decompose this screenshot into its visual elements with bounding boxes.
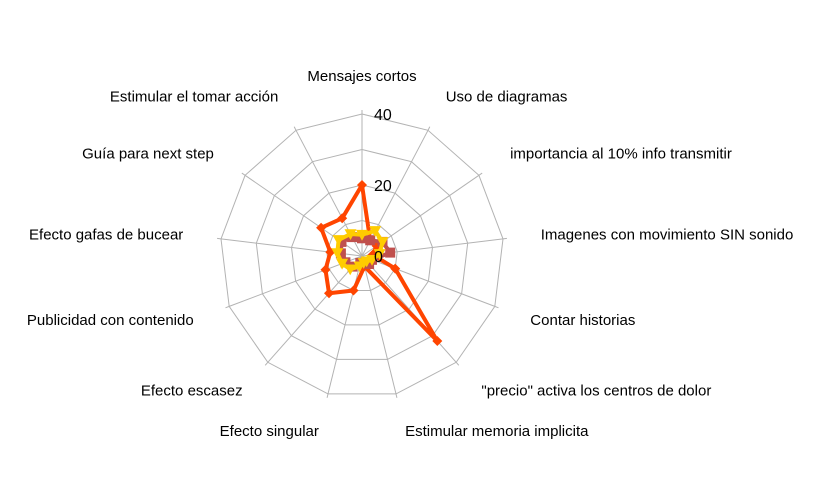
grid bbox=[217, 110, 507, 398]
data-point bbox=[364, 259, 375, 269]
data-point bbox=[376, 237, 389, 248]
data-point bbox=[369, 226, 382, 237]
category-label: Efecto escasez bbox=[141, 383, 243, 400]
grid-tick bbox=[217, 237, 222, 240]
category-label: Estimular el tomar acción bbox=[110, 89, 278, 106]
category-label: Efecto gafas de bucear bbox=[29, 226, 183, 243]
data-point bbox=[336, 258, 349, 270]
series-layer bbox=[316, 180, 443, 346]
tick-label: 20 bbox=[374, 178, 392, 195]
grid-spoke bbox=[327, 255, 363, 395]
data-point bbox=[367, 249, 378, 260]
grid-ring bbox=[255, 148, 469, 360]
category-label: importancia al 10% info transmitir bbox=[510, 146, 732, 163]
data-point bbox=[337, 213, 348, 224]
tick-label: 40 bbox=[374, 107, 392, 124]
grid-tick bbox=[326, 393, 329, 398]
data-point bbox=[353, 261, 366, 273]
data-point bbox=[373, 249, 386, 260]
grid-spoke bbox=[361, 255, 397, 395]
grid-tick bbox=[427, 126, 431, 131]
data-point bbox=[344, 229, 357, 240]
tick-label: 0 bbox=[374, 249, 383, 266]
grid-tick bbox=[494, 305, 499, 309]
grid-tick bbox=[502, 237, 507, 240]
data-point bbox=[324, 288, 334, 299]
tick-labels: 0 20 40 bbox=[374, 107, 392, 266]
data-point bbox=[385, 247, 396, 258]
data-point bbox=[390, 263, 401, 274]
grid-spoke bbox=[361, 255, 457, 363]
grid-ring bbox=[290, 184, 434, 326]
grid-tick bbox=[455, 361, 460, 366]
category-labels: Mensajes cortos Uso de diagramas importanc… bbox=[27, 68, 793, 440]
category-label: "precio" activa los centros de dolor bbox=[481, 383, 711, 400]
category-label: Estimular memoria implicita bbox=[405, 423, 589, 440]
series-1 bbox=[316, 180, 443, 346]
grid-spoke bbox=[267, 255, 363, 363]
data-point bbox=[357, 180, 367, 190]
grid-spoke bbox=[361, 255, 495, 307]
grid-tick bbox=[225, 305, 230, 309]
data-point bbox=[432, 336, 443, 346]
category-label: Uso de diagramas bbox=[446, 89, 568, 106]
data-point bbox=[335, 248, 346, 259]
data-point bbox=[336, 236, 347, 247]
category-label: Publicidad con contenido bbox=[27, 312, 194, 329]
grid-tick bbox=[264, 361, 269, 366]
category-label: Efecto singular bbox=[220, 423, 319, 440]
data-point bbox=[320, 264, 331, 275]
grid-tick bbox=[395, 393, 398, 398]
category-label: Mensajes cortos bbox=[307, 68, 416, 85]
grid-spoke bbox=[361, 130, 429, 257]
data-point bbox=[332, 235, 345, 246]
grid-tick bbox=[478, 172, 483, 176]
data-point bbox=[356, 229, 368, 241]
data-point bbox=[348, 285, 359, 296]
category-label: Guía para next step bbox=[82, 146, 214, 163]
data-point bbox=[344, 264, 357, 276]
series-3 bbox=[331, 226, 389, 276]
category-label: Imagenes con movimiento SIN sonido bbox=[541, 226, 794, 243]
grid-ring bbox=[326, 219, 398, 291]
data-point bbox=[365, 235, 376, 246]
data-point bbox=[316, 222, 327, 233]
grid-tick bbox=[241, 172, 246, 176]
grid-ring bbox=[220, 113, 504, 395]
grid-tick bbox=[293, 126, 297, 131]
data-point bbox=[331, 248, 344, 259]
category-label: Contar historias bbox=[530, 312, 635, 329]
